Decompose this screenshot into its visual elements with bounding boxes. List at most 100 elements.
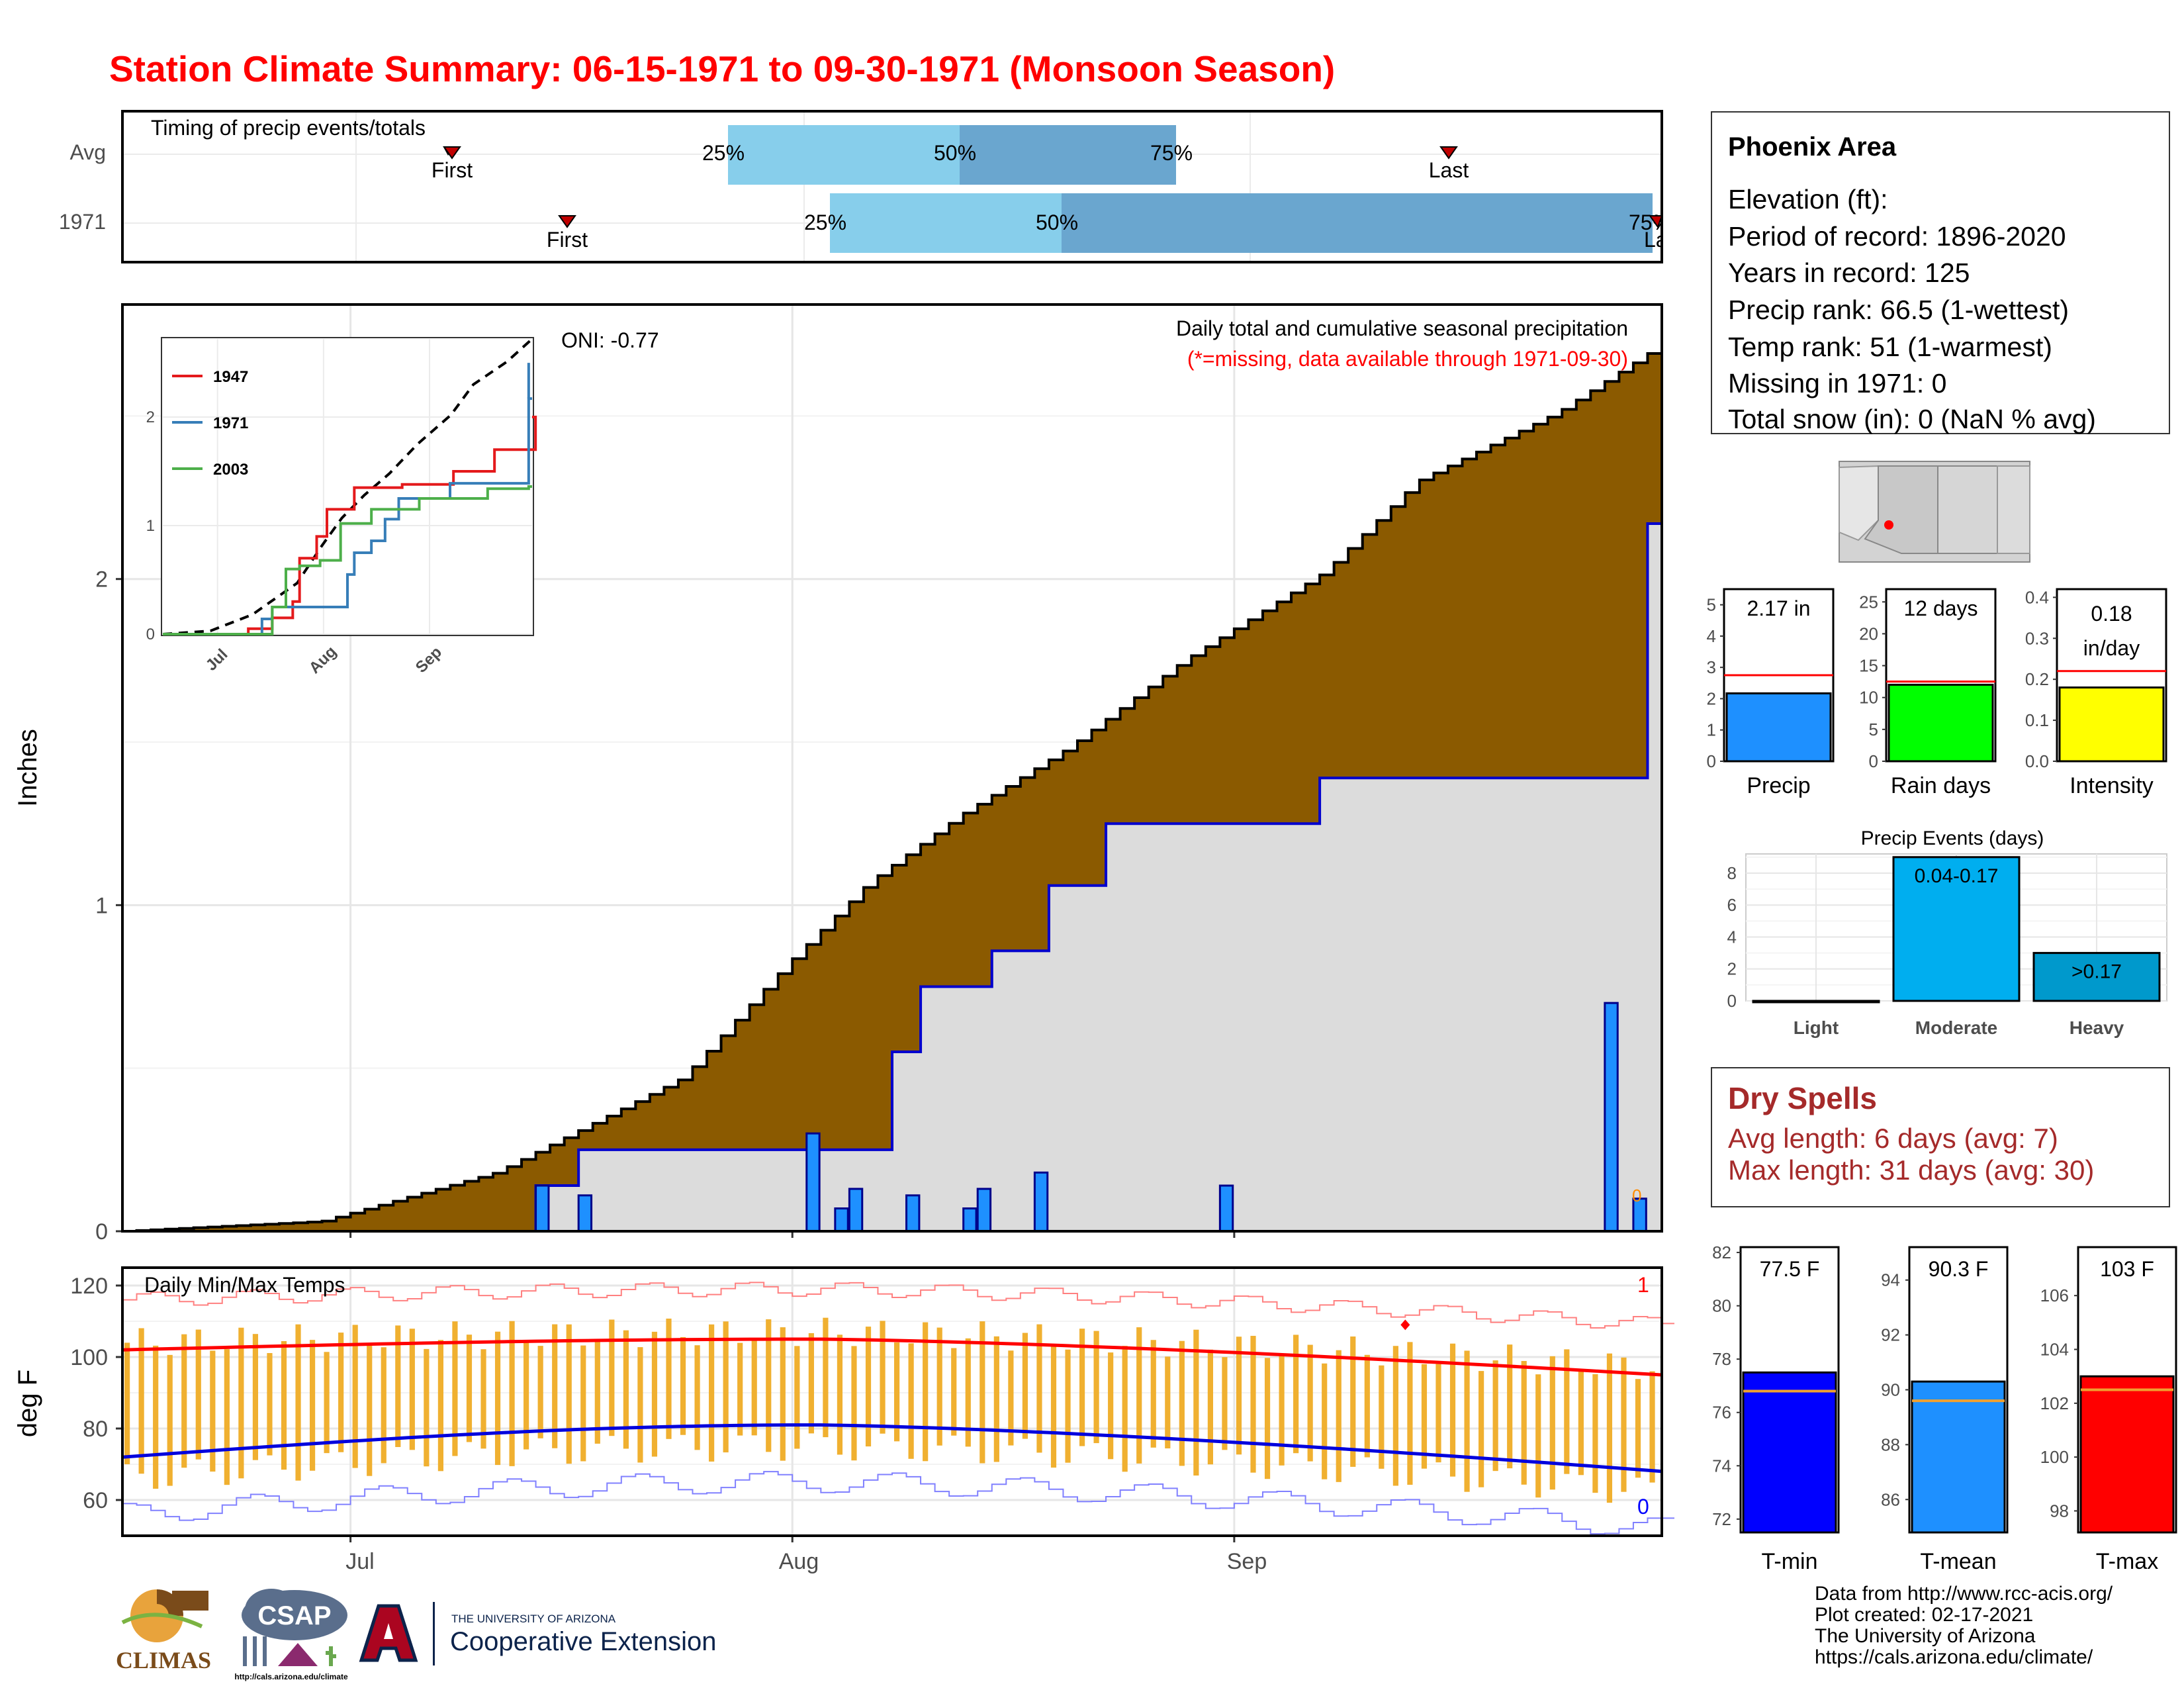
daily-temp-bar: [1108, 1352, 1114, 1460]
daily-temp-bar: [238, 1327, 244, 1479]
avg-25-50-bar: [728, 125, 960, 185]
daily-precip-bar: [535, 1184, 550, 1233]
daily-temp-bar: [381, 1347, 387, 1464]
daily-temp-bar: [1592, 1374, 1598, 1493]
credit-data: Data from http://www.rcc-acis.org/: [1815, 1583, 2113, 1605]
temp-bar-ytick: 88: [1881, 1434, 1900, 1454]
zero-marker: 0: [1632, 1186, 1641, 1205]
temp-bar-ytick: 82: [1712, 1243, 1731, 1262]
daily-temp-bar: [1464, 1350, 1470, 1492]
station-location-dot: [1884, 520, 1893, 530]
inset-xtick: Aug: [306, 643, 340, 677]
temp-bar-label: T-max: [2096, 1549, 2158, 1574]
temp-bar-ytick: 100: [2040, 1447, 2069, 1467]
temp-bar-ytick: 92: [1881, 1325, 1900, 1345]
daily-temp-bar: [1307, 1344, 1313, 1462]
mini-ytick: 4: [1707, 626, 1716, 646]
event-bar-light: [1752, 1000, 1880, 1004]
daily-temp-bar: [1492, 1360, 1498, 1472]
yr-50-75-bar: [1062, 193, 1653, 253]
daily-temp-bar: [1392, 1346, 1398, 1486]
info-temp-rank: Temp rank: 51 (1-warmest): [1728, 332, 2052, 362]
daily-temp-bar: [808, 1333, 814, 1434]
daily-temp-bar: [437, 1340, 443, 1472]
mini-bar-value: [1888, 683, 1994, 763]
precip-ytick: 2: [95, 567, 108, 592]
temp-bar-t-mean: 86 88 90 92 94 90.3 F T-mean: [1881, 1246, 2009, 1574]
temp-bar-ytick: 86: [1881, 1489, 1900, 1509]
mini-ytick: 5: [1869, 720, 1878, 739]
daily-temp-bar: [1606, 1353, 1613, 1503]
avg-min-line: [122, 1423, 1662, 1474]
daily-temp-bar: [1649, 1371, 1655, 1483]
inset-series-2003: [163, 485, 532, 635]
daily-temp-bar: [780, 1327, 786, 1461]
event-value-label: 0.04-0.17: [1915, 865, 1999, 887]
record-marker: [1400, 1319, 1410, 1331]
daily-temp-bar: [281, 1340, 287, 1470]
temp-bar-value-text: 90.3 F: [1929, 1257, 1989, 1281]
temp-chart: 60 80 100 120 Daily Min/Max Temps 1 0 deg F…: [0, 1258, 1676, 1589]
temp-summary-bars: 72 74 76 78 80 82 77.5 F T-min 86 88 90 92 94 90.3 F T…: [1691, 1238, 2184, 1582]
events-ytick: 6: [1727, 895, 1737, 915]
avg-max-line: [122, 1337, 1662, 1377]
daily-temp-bar: [523, 1340, 529, 1450]
daily-temp-bar: [509, 1321, 515, 1466]
xtick-sep: Sep: [1227, 1549, 1267, 1574]
temp-count-min: 0: [1637, 1495, 1649, 1519]
temp-summary-svg: 72 74 76 78 80 82 77.5 F T-min 86 88 90 92 94 90.3 F T…: [1712, 1243, 2177, 1574]
daily-temp-bar: [1635, 1379, 1641, 1478]
daily-temp-bar: [1093, 1331, 1099, 1444]
daily-precip-bar: [976, 1188, 992, 1233]
avg-last-triangle: [1439, 146, 1458, 160]
avg-p50: 50%: [934, 141, 976, 165]
daily-temp-bar: [694, 1345, 700, 1450]
daily-precip-bar: [905, 1194, 921, 1233]
locator-map-svg: [1839, 461, 2030, 563]
temp-bar-ytick: 72: [1712, 1509, 1731, 1529]
daily-temp-bar: [210, 1350, 216, 1472]
daily-temp-bar: [1364, 1354, 1370, 1458]
daily-temp-bar: [494, 1331, 501, 1466]
daily-temp-bar: [181, 1334, 187, 1468]
daily-temp-bar: [1079, 1329, 1085, 1446]
event-bar-heavy: [2032, 952, 2161, 1002]
record-max-line: [122, 1282, 1676, 1329]
events-title: Precip Events (days): [1861, 827, 2044, 849]
avg-first-triangle: [443, 146, 461, 160]
climas-text: CLIMAS: [116, 1647, 211, 1673]
precip-events-chart: Precip Events (days) Light 0.04-0.17 Moder…: [1694, 821, 2184, 1046]
page-title: Station Climate Summary: 06-15-1971 to 0…: [109, 48, 1336, 89]
temp-bar-t-max: 98 100 102 104 106 103 F T-max: [2040, 1246, 2177, 1574]
inset-xtick: Sep: [412, 643, 445, 677]
daily-temp-bar: [737, 1342, 743, 1436]
credit-created: Plot created: 02-17-2021: [1815, 1604, 2034, 1626]
daily-temp-bar: [1479, 1371, 1484, 1487]
temp-svg: 60 80 100 120 Daily Min/Max Temps 1 0 deg F…: [13, 1266, 1676, 1574]
missing-note: (*=missing, data available through 1971-…: [1187, 347, 1628, 371]
daily-temp-bar: [224, 1349, 230, 1485]
dry-spells-title: Dry Spells: [1728, 1081, 1877, 1115]
climas-logo: CLIMAS: [109, 1585, 218, 1678]
daily-temp-bar: [352, 1325, 358, 1468]
csap-url: http://cals.arizona.edu/climate: [234, 1672, 348, 1681]
daily-temp-bar: [309, 1340, 316, 1471]
daily-temp-bar: [1407, 1342, 1413, 1485]
daily-temp-bar: [324, 1352, 330, 1454]
daily-temp-bar: [1564, 1349, 1570, 1474]
temp-bar-value-text: 77.5 F: [1760, 1257, 1820, 1281]
inset-legend-label: 2003: [213, 461, 248, 479]
daily-temp-bar: [1578, 1371, 1584, 1476]
info-precip-rank: Precip rank: 66.5 (1-wettest): [1728, 295, 2069, 325]
daily-temp-bar: [367, 1345, 373, 1476]
daily-temp-bar: [1322, 1363, 1328, 1479]
daily-temp-bar: [580, 1345, 586, 1462]
daily-temp-bar: [1050, 1345, 1057, 1468]
daily-temp-bar: [794, 1346, 800, 1449]
mini-ytick: 20: [1859, 624, 1878, 643]
daily-temp-bar: [566, 1324, 572, 1464]
daily-temp-bar: [880, 1321, 886, 1434]
inset-legend-label: 1971: [213, 414, 248, 432]
mini-ytick: 0.4: [2025, 587, 2049, 607]
mini-bar-rain-days: 0 5 10 15 20 25 12 days Rain days: [1859, 588, 1997, 798]
